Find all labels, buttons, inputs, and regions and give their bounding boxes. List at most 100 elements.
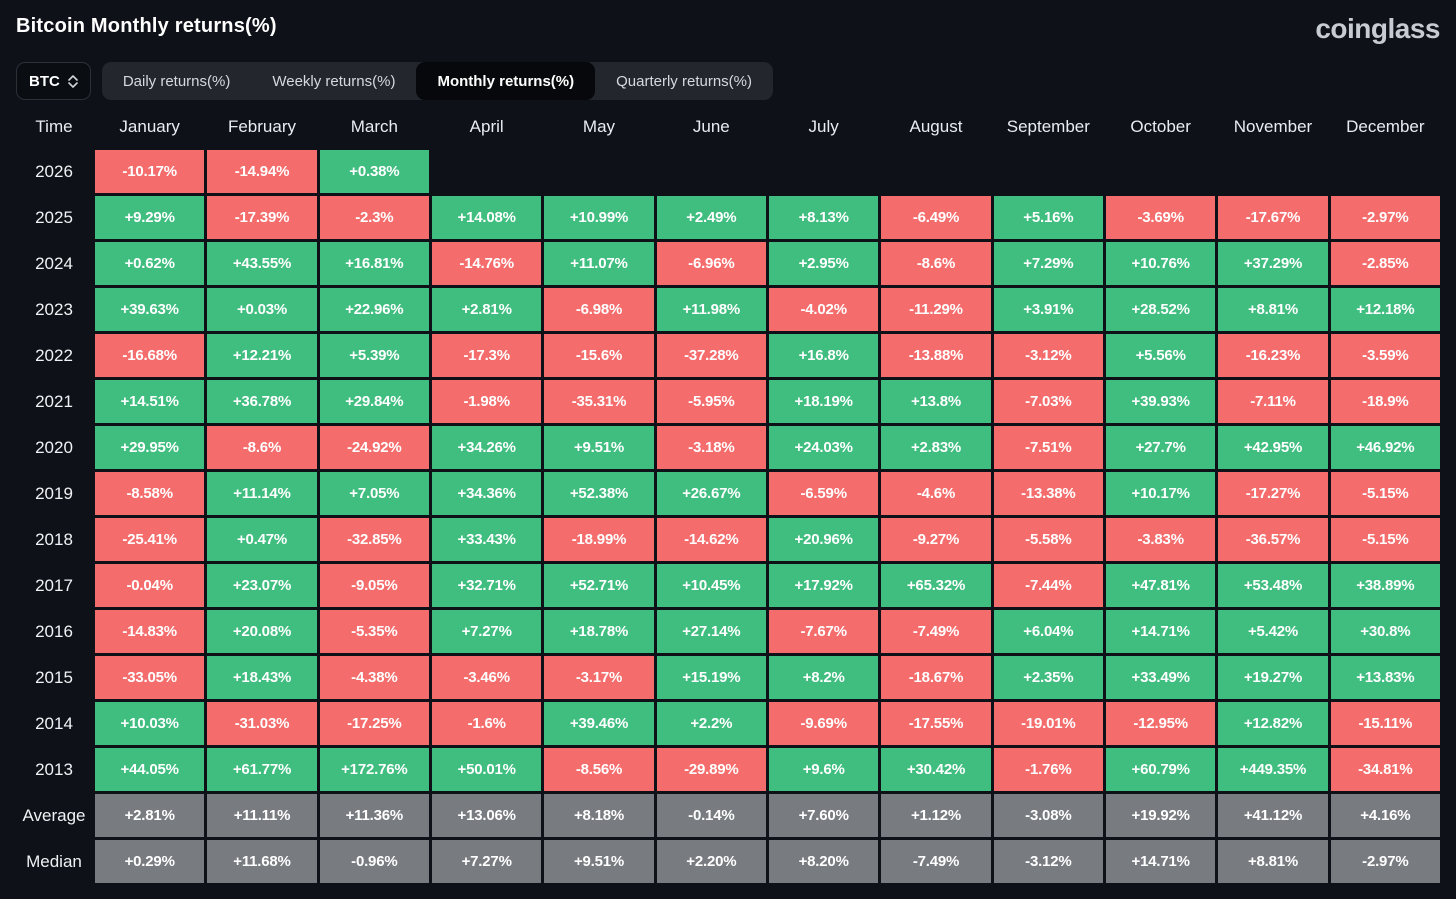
return-cell-2026-november (1218, 150, 1327, 193)
row-label-2019: 2019 (35, 483, 73, 503)
return-cell-2024-august: -8.6% (881, 242, 991, 285)
return-cell-average-june: -0.14% (656, 794, 766, 837)
return-cell-2024-july: +2.95% (769, 242, 879, 285)
return-cell-2022-march: +5.39% (319, 334, 429, 377)
return-cell-2022-july: +16.8% (769, 334, 879, 377)
return-cell-2019-february: +11.14% (207, 472, 317, 515)
return-cell-2021-march: +29.84% (319, 380, 429, 423)
return-cell-2013-august: +30.42% (881, 748, 991, 791)
column-header-october: October (1130, 117, 1191, 136)
tab-quarterly-returns[interactable]: Quarterly returns(%) (595, 62, 773, 100)
return-cell-2019-april: +34.36% (432, 472, 542, 515)
return-cell-median-april: +7.27% (432, 840, 542, 883)
return-cell-2015-june: +15.19% (656, 656, 766, 699)
return-cell-2025-may: +10.99% (544, 196, 654, 239)
column-header-january: January (119, 117, 180, 136)
column-header-july: July (808, 117, 839, 136)
return-cell-median-march: -0.96% (319, 840, 429, 883)
return-cell-2026-january: -10.17% (95, 150, 205, 193)
return-cell-2022-february: +12.21% (207, 334, 317, 377)
return-cell-2017-august: +65.32% (881, 564, 991, 607)
return-cell-2018-november: -36.57% (1218, 518, 1328, 561)
return-cell-2024-december: -2.85% (1330, 242, 1440, 285)
return-cell-2023-january: +39.63% (95, 288, 205, 331)
return-cell-average-march: +11.36% (319, 794, 429, 837)
row-label-median: Median (26, 851, 82, 871)
return-cell-2020-october: +27.7% (1106, 426, 1216, 469)
return-cell-2014-june: +2.2% (656, 702, 766, 745)
return-cell-2021-june: -5.95% (656, 380, 766, 423)
return-cell-2014-december: -15.11% (1330, 702, 1440, 745)
return-cell-2024-november: +37.29% (1218, 242, 1328, 285)
return-cell-2013-april: +50.01% (432, 748, 542, 791)
column-header-march: March (350, 117, 398, 136)
return-cell-2024-february: +43.55% (207, 242, 317, 285)
return-cell-2026-october (1106, 150, 1215, 193)
return-cell-median-december: -2.97% (1330, 840, 1440, 883)
return-cell-2014-february: -31.03% (207, 702, 317, 745)
return-cell-2015-march: -4.38% (319, 656, 429, 699)
return-cell-median-january: +0.29% (95, 840, 205, 883)
coin-select-chevrons-icon (68, 74, 78, 88)
return-cell-2023-november: +8.81% (1218, 288, 1328, 331)
column-header-may: May (582, 117, 616, 136)
column-header-june: June (692, 117, 730, 136)
column-header-august: August (909, 117, 963, 136)
return-cell-median-october: +14.71% (1106, 840, 1216, 883)
return-cell-2019-december: -5.15% (1330, 472, 1440, 515)
return-cell-2025-december: -2.97% (1330, 196, 1440, 239)
row-label-2014: 2014 (35, 713, 73, 733)
return-cell-median-june: +2.20% (656, 840, 766, 883)
return-cell-2023-march: +22.96% (319, 288, 429, 331)
return-cell-average-january: +2.81% (95, 794, 205, 837)
return-cell-2019-march: +7.05% (319, 472, 429, 515)
return-cell-2024-june: -6.96% (656, 242, 766, 285)
return-cell-2020-november: +42.95% (1218, 426, 1328, 469)
row-label-2020: 2020 (35, 437, 73, 457)
return-cell-2017-may: +52.71% (544, 564, 654, 607)
return-cell-average-july: +7.60% (769, 794, 879, 837)
return-cell-2015-july: +8.2% (769, 656, 879, 699)
return-cell-2018-june: -14.62% (656, 518, 766, 561)
return-cell-2018-may: -18.99% (544, 518, 654, 561)
return-cell-2025-february: -17.39% (207, 196, 317, 239)
return-cell-2015-november: +19.27% (1218, 656, 1328, 699)
return-cell-2021-january: +14.51% (95, 380, 205, 423)
row-label-2018: 2018 (35, 529, 73, 549)
return-cell-2017-april: +32.71% (432, 564, 542, 607)
return-cell-2013-march: +172.76% (319, 748, 429, 791)
return-cell-2025-june: +2.49% (656, 196, 766, 239)
return-cell-2021-august: +13.8% (881, 380, 991, 423)
return-cell-2022-april: -17.3% (432, 334, 542, 377)
return-cell-2026-april (432, 150, 541, 193)
return-cell-average-december: +4.16% (1330, 794, 1440, 837)
return-cell-2016-january: -14.83% (95, 610, 205, 653)
return-cell-2026-february: -14.94% (207, 150, 317, 193)
column-header-september: September (1006, 117, 1090, 136)
tab-monthly-returns[interactable]: Monthly returns(%) (416, 62, 596, 100)
return-cell-2015-april: -3.46% (432, 656, 542, 699)
return-cell-2022-june: -37.28% (656, 334, 766, 377)
return-cell-2019-january: -8.58% (95, 472, 205, 515)
return-cell-median-may: +9.51% (544, 840, 654, 883)
return-cell-2013-june: -29.89% (656, 748, 766, 791)
tab-daily-returns[interactable]: Daily returns(%) (102, 62, 252, 100)
return-cell-2019-june: +26.67% (656, 472, 766, 515)
tab-weekly-returns[interactable]: Weekly returns(%) (251, 62, 416, 100)
coin-selector[interactable]: BTC (16, 62, 91, 100)
return-cell-2018-december: -5.15% (1330, 518, 1440, 561)
return-cell-2016-july: -7.67% (769, 610, 879, 653)
return-cell-average-september: -3.08% (993, 794, 1103, 837)
return-cell-2014-august: -17.55% (881, 702, 991, 745)
return-cell-2021-april: -1.98% (432, 380, 542, 423)
column-header-april: April (469, 117, 504, 136)
return-cell-2014-january: +10.03% (95, 702, 205, 745)
return-cell-2023-september: +3.91% (993, 288, 1103, 331)
return-cell-2016-september: +6.04% (993, 610, 1103, 653)
row-label-2021: 2021 (35, 391, 73, 411)
column-header-february: February (227, 117, 296, 136)
return-cell-2025-january: +9.29% (95, 196, 205, 239)
return-cell-2022-september: -3.12% (993, 334, 1103, 377)
return-cell-2017-july: +17.92% (769, 564, 879, 607)
return-cell-2016-december: +30.8% (1330, 610, 1440, 653)
